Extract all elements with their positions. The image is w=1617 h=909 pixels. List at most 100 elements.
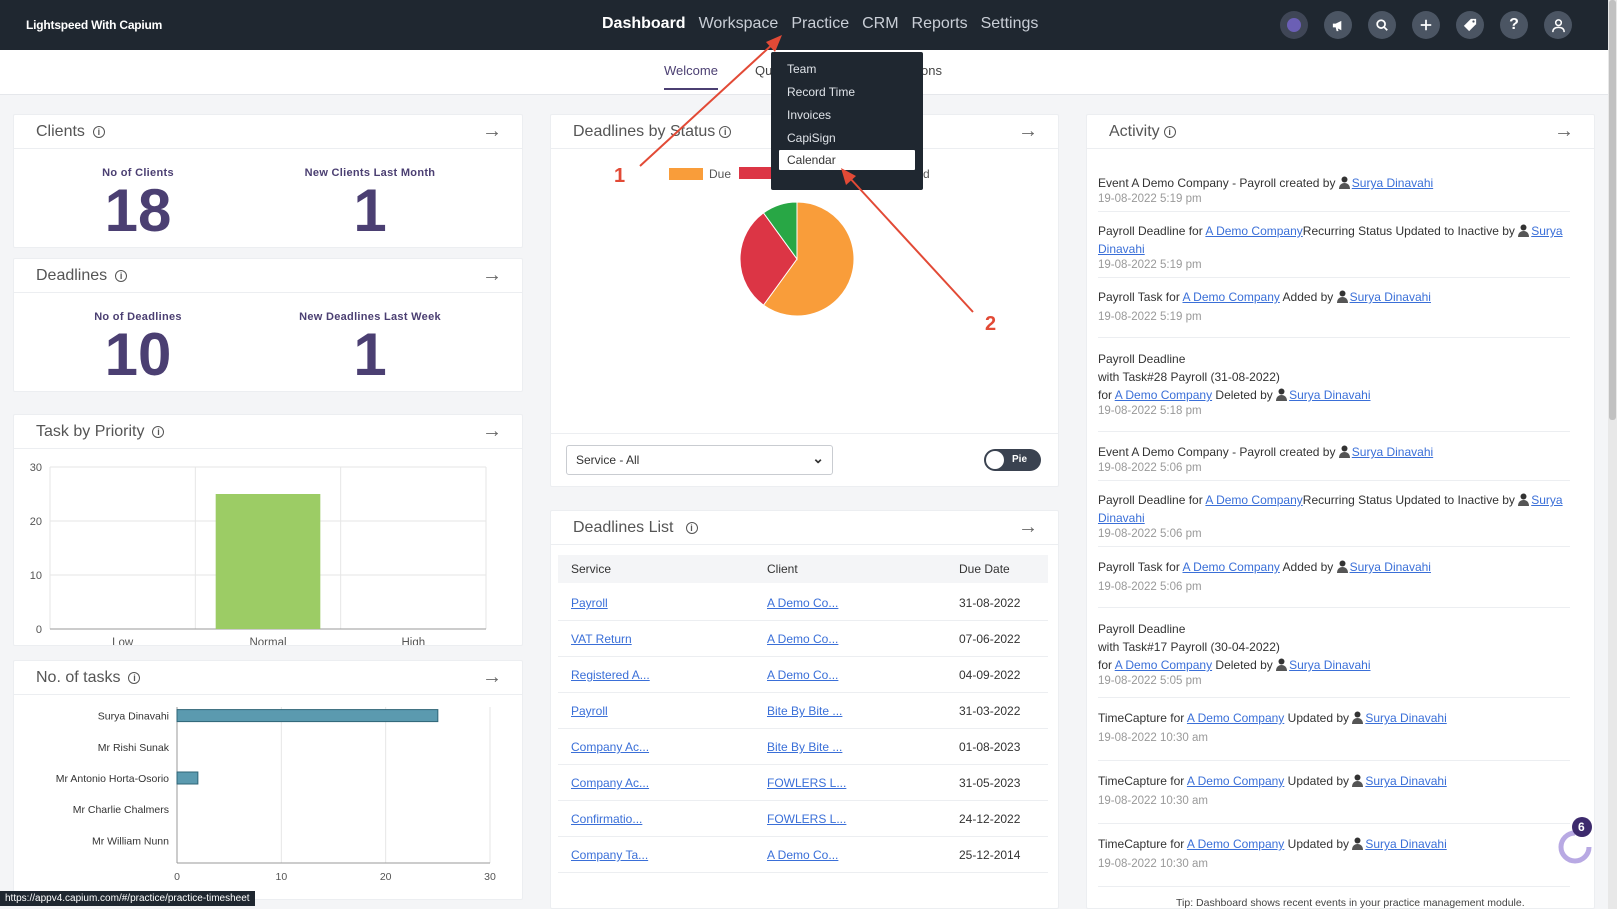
client-link[interactable]: Bite By Bite ... xyxy=(767,704,843,718)
nav-workspace[interactable]: Workspace xyxy=(698,15,779,32)
user-link[interactable]: Dinavahi xyxy=(1098,242,1145,256)
user-link[interactable]: Surya Dinavahi xyxy=(1365,711,1447,725)
info-icon[interactable]: i xyxy=(115,270,128,282)
service-link[interactable]: VAT Return xyxy=(571,632,632,646)
user-link[interactable]: Surya Dinavahi xyxy=(1365,837,1447,851)
menu-item-record-time[interactable]: Record Time xyxy=(787,85,856,99)
service-select[interactable]: Service - All ⌄ xyxy=(566,445,833,475)
col-client[interactable]: Client xyxy=(767,562,798,576)
deadlines-card: Deadlines i → No of Deadlines 10 New Dead… xyxy=(13,258,523,392)
info-icon[interactable]: i xyxy=(1163,126,1176,138)
client-link[interactable]: A Demo Co... xyxy=(767,632,839,646)
due-date: 04-09-2022 xyxy=(959,668,1021,682)
search-icon[interactable] xyxy=(1368,11,1396,39)
tab-welcome[interactable]: Welcome xyxy=(664,63,718,90)
client-link[interactable]: A Demo Co... xyxy=(767,668,839,682)
arrow-right-icon[interactable]: → xyxy=(1554,120,1574,142)
arrow-right-icon[interactable]: → xyxy=(482,666,502,688)
info-icon[interactable]: i xyxy=(719,126,732,138)
company-link[interactable]: A Demo Company xyxy=(1186,837,1285,851)
practice-dropdown-menu: Team Record Time Invoices CapiSign Calen… xyxy=(771,52,923,190)
stat-label: New Clients Last Month xyxy=(304,167,436,179)
tab-ons[interactable]: ons xyxy=(921,63,942,78)
legend-due[interactable]: Due xyxy=(669,167,731,181)
nav-crm[interactable]: CRM xyxy=(862,15,899,32)
no-tasks-chart: 0 10 20 30 Surya Dinavahi Mr Rishi Sunak Mr An… xyxy=(56,707,496,883)
user-link[interactable]: Surya xyxy=(1531,224,1563,238)
company-link[interactable]: A Demo Company xyxy=(1205,224,1303,238)
deadlines-card-header: Deadlines i → xyxy=(14,259,522,293)
company-link[interactable]: A Demo Company xyxy=(1205,493,1303,507)
tag-icon[interactable] xyxy=(1456,11,1484,39)
user-link[interactable]: Surya Dinavahi xyxy=(1351,176,1434,190)
company-link[interactable]: A Demo Company xyxy=(1186,711,1285,725)
activity-timestamp: 19-08-2022 10:30 am xyxy=(1098,858,1208,870)
client-link[interactable]: Bite By Bite ... xyxy=(767,740,843,754)
client-link[interactable]: A Demo Co... xyxy=(767,848,839,862)
legend-completed[interactable]: d xyxy=(923,167,930,181)
brand-logo[interactable]: Lightspeed With Capium xyxy=(26,18,163,32)
activity-item: Payroll Deadline for A Demo CompanyRecur… xyxy=(1098,489,1570,547)
x-tick-label: Normal xyxy=(249,637,286,645)
user-avatar-icon xyxy=(1518,493,1530,506)
avatar-dot-icon[interactable] xyxy=(1280,11,1308,39)
activity-text: Payroll Task for xyxy=(1098,560,1183,574)
arrow-right-icon[interactable]: → xyxy=(482,264,502,286)
user-link[interactable]: Surya Dinavahi xyxy=(1349,560,1431,574)
arrow-right-icon[interactable]: → xyxy=(482,120,502,142)
service-link[interactable]: Company Ac... xyxy=(571,740,650,754)
info-icon[interactable]: i xyxy=(92,126,105,138)
service-link[interactable]: Payroll xyxy=(571,704,608,718)
client-link[interactable]: A Demo Co... xyxy=(767,596,839,610)
activity-text: with Task#28 Payroll (31-08-2022) xyxy=(1098,370,1280,384)
card-title: No. of tasks i xyxy=(36,669,141,687)
menu-item-calendar[interactable]: Calendar xyxy=(779,150,915,170)
menu-item-invoices[interactable]: Invoices xyxy=(787,108,832,122)
info-icon[interactable]: i xyxy=(685,522,698,534)
service-link[interactable]: Company Ta... xyxy=(571,848,649,862)
user-link[interactable]: Surya Dinavahi xyxy=(1365,774,1447,788)
info-icon[interactable]: i xyxy=(128,672,141,684)
nav-reports[interactable]: Reports xyxy=(911,15,968,32)
menu-item-capisign[interactable]: CapiSign xyxy=(787,131,836,145)
col-due-date[interactable]: Due Date xyxy=(959,562,1010,576)
service-link[interactable]: Confirmatio... xyxy=(571,812,643,826)
nav-settings[interactable]: Settings xyxy=(980,15,1039,32)
company-link[interactable]: A Demo Company xyxy=(1182,290,1280,304)
chart-type-toggle[interactable]: Pie xyxy=(984,449,1041,471)
arrow-right-icon[interactable]: → xyxy=(1018,120,1038,142)
arrow-right-icon[interactable]: → xyxy=(482,420,502,442)
user-link[interactable]: Dinavahi xyxy=(1098,511,1145,525)
col-service[interactable]: Service xyxy=(571,562,612,576)
user-link[interactable]: Surya Dinavahi xyxy=(1289,658,1371,672)
user-icon[interactable] xyxy=(1544,11,1572,39)
menu-item-team[interactable]: Team xyxy=(787,62,817,76)
company-link[interactable]: A Demo Company xyxy=(1182,560,1280,574)
service-link[interactable]: Company Ac... xyxy=(571,776,650,790)
help-icon[interactable]: ? xyxy=(1500,11,1528,39)
tab-qu[interactable]: Qu xyxy=(755,63,773,78)
arrow-right-icon[interactable]: → xyxy=(1018,516,1038,538)
user-link[interactable]: Surya Dinavahi xyxy=(1351,445,1434,459)
nav-dashboard[interactable]: Dashboard xyxy=(602,15,686,32)
client-link[interactable]: FOWLERS L... xyxy=(767,776,847,790)
y-tick-label: Mr Rishi Sunak xyxy=(98,742,170,754)
plus-icon[interactable] xyxy=(1412,11,1440,39)
page-scrollbar[interactable] xyxy=(1608,0,1617,909)
company-link[interactable]: A Demo Company xyxy=(1114,658,1213,672)
user-link[interactable]: Surya xyxy=(1531,493,1563,507)
nav-practice[interactable]: Practice xyxy=(791,15,850,32)
legend-overdue[interactable] xyxy=(739,167,779,179)
user-link[interactable]: Surya Dinavahi xyxy=(1349,290,1431,304)
client-link[interactable]: FOWLERS L... xyxy=(767,812,847,826)
service-link[interactable]: Registered A... xyxy=(571,668,650,682)
company-link[interactable]: A Demo Company xyxy=(1186,774,1285,788)
card-title: Deadlines i xyxy=(36,267,128,285)
company-link[interactable]: A Demo Company xyxy=(1114,388,1213,402)
x-tick-label: 0 xyxy=(174,871,180,883)
notification-widget[interactable]: 6 xyxy=(1558,817,1594,864)
user-link[interactable]: Surya Dinavahi xyxy=(1289,388,1371,402)
info-icon[interactable]: i xyxy=(152,426,165,438)
megaphone-icon[interactable] xyxy=(1324,11,1352,39)
service-link[interactable]: Payroll xyxy=(571,596,608,610)
